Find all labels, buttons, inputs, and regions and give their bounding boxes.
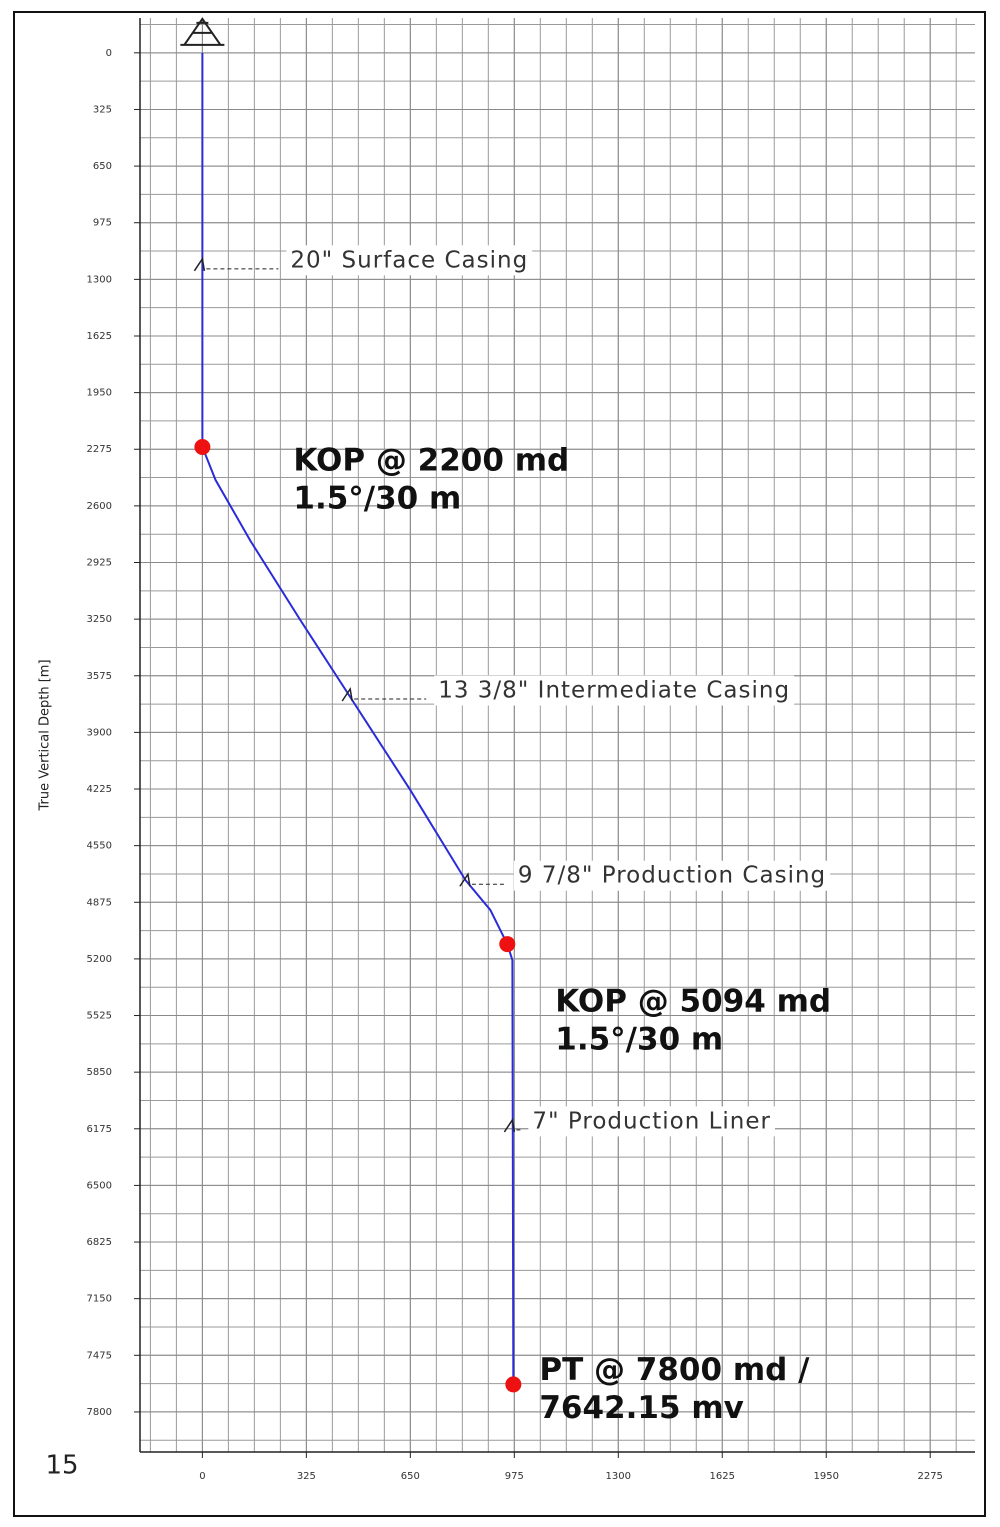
marker-label: 7642.15 mv: [539, 1390, 744, 1426]
casing-shoe: [341, 687, 353, 702]
y-tick-label: 1950: [87, 388, 112, 399]
marker: [505, 1376, 522, 1393]
y-tick-label: 325: [93, 104, 112, 115]
casing-label-bg: [528, 1106, 775, 1137]
rig-icon: [180, 17, 225, 46]
marker: [499, 936, 516, 953]
casing-label: 13 3/8" Intermediate Casing: [438, 678, 790, 704]
x-tick-label: 1950: [814, 1471, 839, 1482]
casing-shoe: [193, 256, 206, 272]
x-tick-label: 325: [297, 1471, 316, 1482]
x-tick-label: 1625: [710, 1471, 735, 1482]
marker: [194, 438, 211, 455]
y-tick-label: 4550: [87, 841, 112, 852]
marker-label: 1.5°/30 m: [293, 480, 461, 516]
y-tick-label: 1300: [87, 274, 112, 285]
y-tick-label: 7475: [87, 1350, 112, 1361]
casing-shoe: [503, 1117, 516, 1133]
y-tick-label: 6825: [87, 1237, 112, 1248]
y-tick-label: 6500: [87, 1180, 112, 1191]
frame: [13, 11, 986, 1517]
page-number: 15: [45, 1451, 78, 1481]
y-tick-label: 2925: [87, 558, 112, 569]
y-tick-label: 2600: [87, 501, 112, 512]
casing-label: 20" Surface Casing: [290, 247, 528, 273]
x-tick-label: 975: [505, 1471, 524, 1482]
y-tick-label: 3900: [87, 727, 112, 738]
marker-label: PT @ 7800 md /: [539, 1352, 810, 1388]
casing-label-bg: [513, 860, 831, 891]
y-tick-label: 650: [93, 161, 112, 172]
y-tick-label: 7800: [87, 1407, 112, 1418]
y-tick-label: 5200: [87, 954, 112, 965]
y-tick-label: 6175: [87, 1124, 112, 1135]
x-tick-label: 2275: [917, 1471, 942, 1482]
y-tick-label: 5850: [87, 1067, 112, 1078]
y-tick-label: 4225: [87, 784, 112, 795]
casing-shoe: [459, 872, 471, 887]
marker-label: KOP @ 2200 md: [293, 442, 569, 478]
y-tick-label: 0: [106, 48, 112, 59]
y-tick-label: 975: [93, 218, 112, 229]
casing-label: 9 7/8" Production Casing: [518, 863, 826, 889]
casing-label: 7" Production Liner: [532, 1108, 771, 1134]
y-tick-label: 5525: [87, 1011, 112, 1022]
y-tick-label: 3250: [87, 614, 112, 625]
x-tick-label: 0: [199, 1471, 205, 1482]
y-tick-label: 7150: [87, 1294, 112, 1305]
marker-label: KOP @ 5094 md: [555, 984, 831, 1020]
x-tick-label: 1300: [606, 1471, 631, 1482]
y-tick-label: 2275: [87, 444, 112, 455]
y-axis-label: True Vertical Depth [m]: [38, 659, 53, 811]
casing-label-bg: [286, 245, 533, 276]
y-tick-label: 4875: [87, 897, 112, 908]
casing-label-bg: [434, 675, 795, 706]
marker-label: 1.5°/30 m: [555, 1022, 723, 1058]
y-tick-label: 1625: [87, 331, 112, 342]
y-tick-label: 3575: [87, 671, 112, 682]
x-tick-label: 650: [401, 1471, 420, 1482]
